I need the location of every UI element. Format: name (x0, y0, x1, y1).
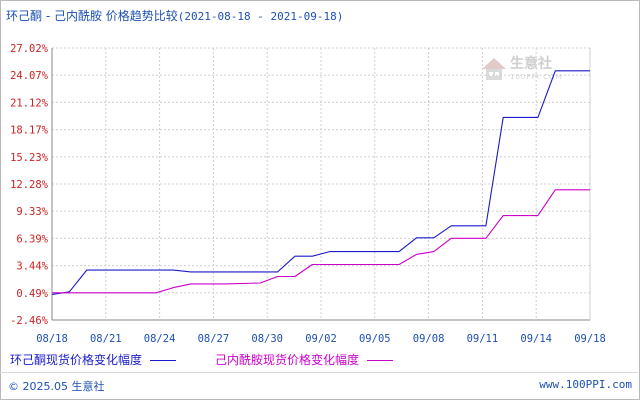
footer-divider (0, 372, 638, 373)
y-tick-label: 12.28% (10, 179, 49, 191)
y-tick-label: 15.23% (10, 152, 49, 164)
footer-site-link[interactable]: www.100PPI.com (539, 378, 632, 391)
legend-swatch-series-2 (367, 360, 394, 361)
y-tick-label: 24.07% (10, 70, 49, 82)
x-tick-label: 08/18 (36, 333, 68, 345)
x-tick-label: 08/30 (251, 333, 283, 345)
legend-item-series-1: 环己酮现货价格变化幅度 (10, 351, 177, 368)
chart-title: 环己酮 - 己内酰胺 价格趋势比较(2021-08-18 - 2021-09-1… (6, 7, 343, 24)
legend-label-series-2: 己内酰胺现货价格变化幅度 (215, 353, 360, 367)
y-tick-label: -2.46% (10, 315, 49, 327)
series-line-1 (51, 70, 590, 296)
series-lines (51, 70, 590, 296)
legend-label-series-1: 环己酮现货价格变化幅度 (10, 353, 143, 367)
watermark-brand: 生意社 (510, 56, 552, 72)
x-tick-label: 09/05 (359, 333, 391, 345)
legend-swatch-series-1 (150, 360, 177, 361)
y-tick-label: 0.49% (16, 288, 48, 300)
y-axis-labels: -2.46% 0.49% 3.44% 6.39% 9.33% 12.28% 15.23% 18… (10, 43, 49, 327)
chart-axes (51, 48, 591, 321)
footer-copyright: © 2025.05 生意社 (8, 380, 105, 393)
series-line-2 (52, 189, 590, 294)
x-tick-label: 08/24 (144, 333, 176, 345)
y-tick-label: 9.33% (16, 206, 48, 218)
x-tick-label: 09/11 (467, 333, 499, 345)
x-tick-label: 09/08 (413, 333, 445, 345)
x-tick-label: 08/21 (90, 333, 122, 345)
y-tick-label: 3.44% (16, 261, 48, 273)
x-tick-label: 09/14 (520, 333, 552, 345)
house-logo-icon (482, 58, 506, 80)
x-axis-labels: 08/18 08/21 08/24 08/27 08/30 09/02 09/05 09/08… (36, 333, 606, 345)
title-date-range: (2021-08-18 - 2021-09-18) (177, 10, 344, 23)
legend-item-series-2: 己内酰胺现货价格变化幅度 (215, 351, 394, 368)
x-tick-label: 09/02 (305, 333, 337, 345)
y-tick-label: 6.39% (16, 233, 48, 245)
y-tick-label: 27.02% (10, 43, 49, 55)
x-tick-label: 08/27 (198, 333, 230, 345)
x-tick-label: 09/18 (574, 333, 606, 345)
y-tick-label: 21.12% (10, 97, 49, 109)
y-tick-label: 18.17% (10, 125, 49, 137)
chart-grid (51, 47, 591, 321)
title-main: 环己酮 - 己内酰胺 价格趋势比较 (6, 9, 178, 23)
